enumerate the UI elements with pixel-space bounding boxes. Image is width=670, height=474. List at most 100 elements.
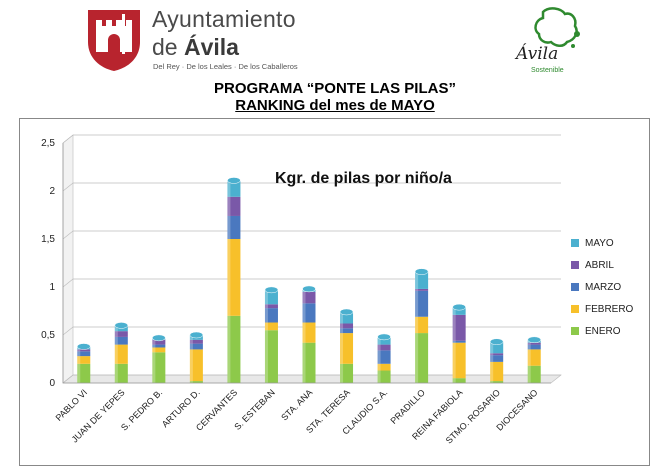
bar-segment bbox=[452, 342, 466, 379]
sustainable-logo-text: Ávila bbox=[516, 44, 559, 64]
bar-highlight bbox=[415, 333, 419, 383]
header: Ayuntamiento de Ávila Del Rey · De los L… bbox=[0, 0, 670, 80]
chart-side-wall bbox=[62, 134, 74, 384]
y-tick-label: 0,5 bbox=[41, 330, 55, 341]
bar-highlight bbox=[527, 349, 531, 366]
gridline-diag bbox=[62, 278, 74, 288]
bar-highlight bbox=[227, 315, 231, 383]
bar-highlight bbox=[415, 271, 419, 289]
bar-highlight bbox=[189, 381, 193, 383]
x-category-label: S. ESTEBAN bbox=[232, 387, 277, 432]
bar-highlight bbox=[114, 363, 118, 383]
bar-highlight bbox=[152, 347, 156, 353]
legend-label: MAYO bbox=[585, 238, 614, 249]
chart-frame bbox=[19, 118, 650, 466]
legend-label: MARZO bbox=[585, 282, 621, 293]
org-name-line1: Ayuntamiento bbox=[152, 6, 296, 32]
y-tick-label: 1,5 bbox=[41, 234, 55, 245]
x-category-label: PABLO VI bbox=[54, 387, 90, 423]
bar-highlight bbox=[227, 215, 231, 239]
y-tick-label: 0 bbox=[49, 378, 55, 389]
bar-highlight bbox=[264, 322, 268, 331]
legend-label: ENERO bbox=[585, 326, 621, 337]
bar-highlight bbox=[340, 311, 344, 324]
bar-highlight bbox=[77, 349, 81, 352]
bar-segment bbox=[452, 307, 466, 315]
legend-label: ABRIL bbox=[585, 260, 614, 271]
bar-highlight bbox=[490, 341, 494, 354]
bar-segment bbox=[377, 363, 391, 371]
bar-segment bbox=[340, 323, 354, 329]
gridline-diag bbox=[62, 134, 74, 144]
bar-segment bbox=[264, 322, 278, 331]
bar-segment bbox=[340, 328, 354, 334]
gridline-diag bbox=[62, 230, 74, 240]
bar-segment bbox=[452, 340, 466, 343]
y-tick-label: 1 bbox=[49, 282, 55, 293]
bar-segment bbox=[302, 342, 316, 383]
bar-highlight bbox=[452, 340, 456, 343]
gridline-diag bbox=[62, 182, 74, 192]
bar-segment bbox=[264, 304, 278, 309]
bar-segment bbox=[415, 316, 429, 334]
bar-highlight bbox=[302, 322, 306, 343]
bar-highlight bbox=[77, 363, 81, 383]
bar-highlight bbox=[302, 291, 306, 304]
gridline-diag bbox=[62, 374, 74, 384]
bar-segment bbox=[227, 239, 241, 316]
y-tick-label: 2 bbox=[49, 186, 55, 197]
legend-swatch bbox=[571, 239, 579, 247]
bar-highlight bbox=[264, 304, 268, 309]
bar-highlight bbox=[490, 353, 494, 356]
bar-segment bbox=[415, 290, 429, 317]
bar-segment bbox=[490, 353, 504, 356]
bar-top-cap bbox=[152, 334, 166, 342]
bar-highlight bbox=[302, 342, 306, 383]
bar-segment bbox=[77, 356, 91, 364]
bar-segment bbox=[77, 363, 91, 383]
bar-highlight bbox=[377, 370, 381, 383]
bar-highlight bbox=[152, 344, 156, 348]
org-tagline: Del Rey · De los Leales · De los Caballe… bbox=[153, 62, 298, 71]
bar-segment bbox=[227, 180, 241, 197]
bar-top-cap bbox=[264, 286, 279, 294]
gridline-diag bbox=[62, 326, 74, 336]
legend-swatch bbox=[571, 327, 579, 335]
bar-highlight bbox=[377, 344, 381, 351]
y-tick-label: 2,5 bbox=[41, 138, 55, 149]
x-category-label: PRADILLO bbox=[388, 387, 427, 426]
bar-segment bbox=[377, 370, 391, 383]
bar-highlight bbox=[340, 328, 344, 334]
bar-highlight bbox=[527, 344, 531, 350]
bar-segment bbox=[527, 365, 541, 383]
bar-segment bbox=[340, 311, 354, 324]
bar-segment bbox=[377, 344, 391, 351]
bar-segment bbox=[302, 322, 316, 343]
bar-segment bbox=[152, 339, 166, 345]
bar-highlight bbox=[302, 303, 306, 323]
bar-highlight bbox=[527, 365, 531, 383]
bar-highlight bbox=[114, 344, 118, 364]
bar-highlight bbox=[415, 290, 419, 317]
bar-highlight bbox=[340, 363, 344, 383]
bar-top-cap bbox=[527, 336, 541, 344]
bar-segment bbox=[152, 347, 166, 353]
bar-segment bbox=[490, 355, 504, 362]
bar-segment bbox=[189, 349, 203, 382]
ranking-title: RANKING del mes de MAYO bbox=[235, 97, 435, 114]
bar-segment bbox=[189, 343, 203, 350]
bar-highlight bbox=[152, 339, 156, 345]
bar-segment bbox=[114, 363, 128, 383]
bar-highlight bbox=[114, 331, 118, 337]
bar-segment bbox=[227, 196, 241, 216]
bar-top-cap bbox=[227, 177, 241, 184]
x-category-label: STA. ANA bbox=[279, 387, 314, 422]
bar-highlight bbox=[490, 361, 494, 382]
bar-top-cap bbox=[339, 308, 354, 316]
bar-segment bbox=[490, 341, 504, 354]
bar-segment bbox=[340, 333, 354, 364]
bar-segment bbox=[114, 331, 128, 337]
bar-highlight bbox=[490, 381, 494, 383]
sustainable-map-logo bbox=[534, 7, 580, 48]
